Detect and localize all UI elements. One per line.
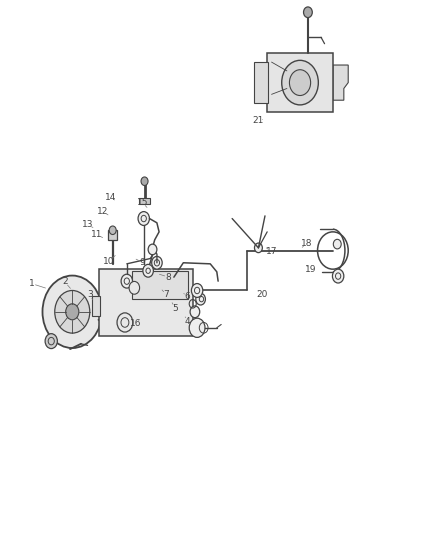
Circle shape bbox=[141, 177, 148, 185]
Bar bbox=[92, 296, 100, 316]
Circle shape bbox=[45, 334, 57, 349]
Bar bbox=[99, 269, 193, 336]
Text: 14: 14 bbox=[105, 193, 116, 201]
Text: 10: 10 bbox=[103, 257, 114, 265]
Text: 3: 3 bbox=[87, 290, 93, 299]
Circle shape bbox=[190, 306, 200, 318]
Circle shape bbox=[290, 70, 311, 95]
Text: 19: 19 bbox=[305, 265, 317, 274]
Circle shape bbox=[189, 318, 205, 337]
Circle shape bbox=[129, 281, 140, 294]
Bar bbox=[131, 271, 188, 299]
Text: 2: 2 bbox=[62, 278, 67, 286]
Circle shape bbox=[332, 269, 344, 283]
Circle shape bbox=[282, 60, 318, 105]
Circle shape bbox=[55, 290, 90, 333]
Text: 12: 12 bbox=[97, 207, 109, 216]
Circle shape bbox=[152, 256, 162, 269]
Circle shape bbox=[109, 226, 116, 235]
Text: 15: 15 bbox=[137, 198, 148, 207]
Text: 11: 11 bbox=[91, 230, 102, 239]
Bar bbox=[254, 62, 268, 103]
Circle shape bbox=[191, 284, 203, 297]
Circle shape bbox=[66, 304, 79, 320]
Circle shape bbox=[138, 212, 149, 225]
Text: 1: 1 bbox=[28, 279, 35, 288]
Circle shape bbox=[196, 293, 205, 305]
Circle shape bbox=[143, 264, 153, 277]
Text: 6: 6 bbox=[184, 293, 191, 301]
Text: 9: 9 bbox=[139, 258, 145, 266]
Text: 7: 7 bbox=[163, 290, 170, 299]
Bar bbox=[108, 230, 117, 240]
Text: 20: 20 bbox=[256, 290, 268, 298]
Text: 4: 4 bbox=[185, 317, 190, 326]
Text: 18: 18 bbox=[301, 239, 312, 248]
Circle shape bbox=[121, 274, 132, 288]
Circle shape bbox=[254, 243, 262, 253]
Circle shape bbox=[42, 276, 102, 348]
Circle shape bbox=[304, 7, 312, 18]
Bar bbox=[267, 53, 333, 112]
Circle shape bbox=[333, 239, 341, 249]
Bar bbox=[139, 198, 150, 204]
Text: 16: 16 bbox=[130, 319, 141, 328]
Text: 17: 17 bbox=[266, 247, 277, 256]
Polygon shape bbox=[333, 65, 348, 100]
Text: 5: 5 bbox=[172, 304, 178, 312]
Circle shape bbox=[148, 244, 157, 255]
Text: 21: 21 bbox=[253, 117, 264, 125]
Text: 8: 8 bbox=[166, 273, 172, 281]
Text: 13: 13 bbox=[82, 221, 93, 229]
